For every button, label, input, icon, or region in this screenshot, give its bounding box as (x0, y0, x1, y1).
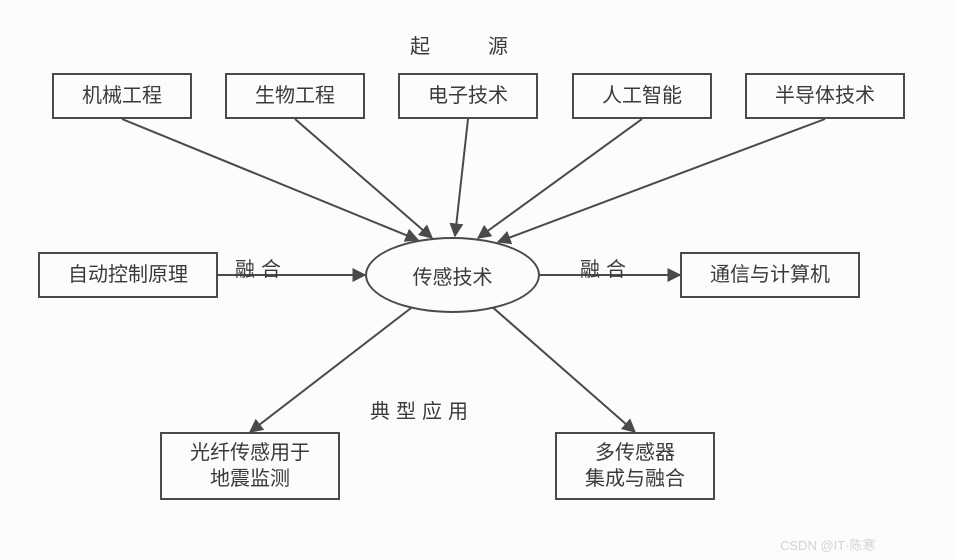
node-mech: 机械工程 (52, 73, 192, 119)
node-bio: 生物工程 (225, 73, 365, 119)
node-auto: 自动控制原理 (38, 252, 218, 298)
node-multi: 多传感器 集成与融合 (555, 432, 715, 500)
edge-mech-sensor (122, 119, 418, 240)
edge-elec-sensor (455, 119, 468, 236)
node-semi: 半导体技术 (745, 73, 905, 119)
edge-sensor-multi (490, 305, 635, 432)
edge-ai-sensor (478, 119, 642, 238)
label-origin: 起 源 (410, 30, 514, 59)
label-applications: 典型应用 (370, 395, 474, 424)
edge-bio-sensor (295, 119, 432, 238)
node-ai: 人工智能 (572, 73, 712, 119)
edge-semi-sensor (498, 119, 825, 242)
node-fiber: 光纤传感用于 地震监测 (160, 432, 340, 500)
node-comm: 通信与计算机 (680, 252, 860, 298)
node-elec: 电子技术 (398, 73, 538, 119)
watermark: CSDN @IT·陈寒 (780, 535, 876, 554)
label-fusion-left: 融合 (235, 253, 287, 282)
label-fusion-right: 融合 (580, 253, 632, 282)
node-sensor: 传感技术 (365, 237, 540, 313)
